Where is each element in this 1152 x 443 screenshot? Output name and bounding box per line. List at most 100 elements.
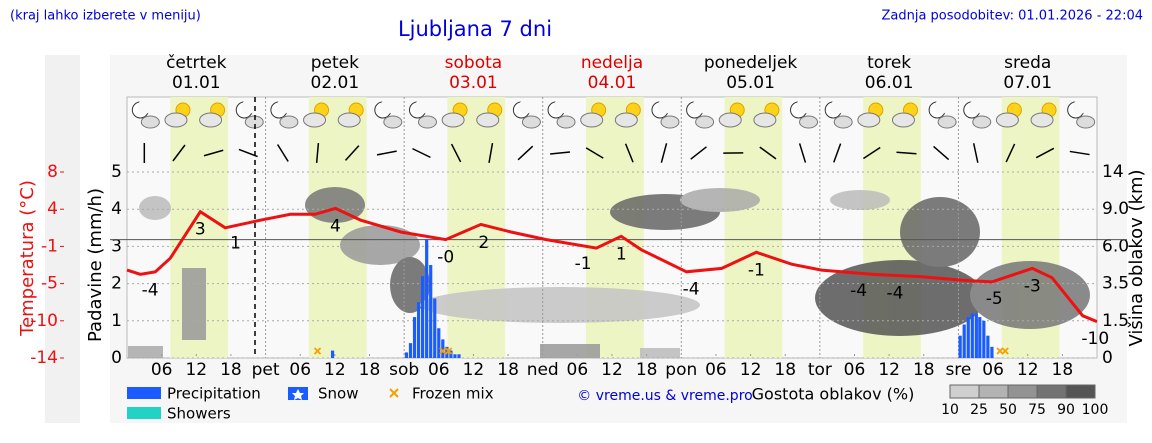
left-panel: [45, 55, 80, 423]
y-tick-label: 3: [111, 236, 122, 256]
update-time: Zadnja posodobitev: 01.01.2026 - 22:04: [881, 9, 1143, 24]
legend-swatch: [127, 407, 161, 419]
precipitation-bar: [412, 317, 417, 358]
day-date: 07.01: [1003, 73, 1052, 93]
x-tick-label: 18: [1052, 360, 1074, 380]
cloud-scale-label: 25: [970, 402, 988, 418]
legend-label: Frozen mix: [412, 385, 494, 403]
day-date: 02.01: [311, 73, 360, 93]
y2-tick-label: -14: [30, 348, 58, 368]
daylight-bands: [170, 97, 1060, 358]
y-tick-label: 5: [111, 162, 122, 182]
weather-icons: [131, 100, 1096, 129]
day-name: nedelja: [581, 53, 643, 73]
location-note: (kraj lahko izberete v meniju): [10, 9, 201, 24]
temperature-label: 4: [330, 216, 341, 236]
y2-tick-label: 8: [47, 162, 58, 182]
x-tick-label: ned: [527, 360, 559, 380]
cloud-legend-title: Gostota oblakov (%): [752, 385, 915, 404]
x-tick-label: 12: [878, 360, 900, 380]
legend-swatch: [127, 387, 161, 399]
x-tick-label: 06: [428, 360, 450, 380]
temperature-label: -4: [886, 283, 903, 303]
y-tick-label: 2: [111, 274, 122, 294]
cloud-scale-box: [1036, 384, 1067, 399]
x-tick-label: 06: [289, 360, 311, 380]
x-tick-label: 12: [185, 360, 207, 380]
precipitation-bar: [437, 328, 441, 358]
x-tick-label: 18: [359, 360, 381, 380]
temperature-label: -3: [1024, 276, 1041, 296]
y-axis-label: Padavine (mm/h): [85, 188, 106, 342]
y3-tick-label: 14: [1102, 162, 1124, 182]
day-name: torek: [867, 53, 911, 73]
precipitation-bar: [974, 313, 978, 358]
legend-label: Precipitation: [167, 385, 261, 403]
x-tick-label: 06: [844, 360, 866, 380]
cloud-scale-label: 50: [999, 402, 1017, 418]
cloud-scale-label: 90: [1057, 402, 1075, 418]
x-tick-label: 18: [220, 360, 242, 380]
precipitation-bar: [958, 335, 962, 358]
y3-tick-label: 6.0: [1102, 236, 1129, 256]
precipitation-bar: [408, 343, 413, 358]
x-tick-label: 18: [497, 360, 519, 380]
day-name: ponedeljek: [704, 53, 798, 73]
precipitation-bar: [404, 352, 409, 358]
x-tick-label: 12: [740, 360, 762, 380]
x-tick-label: 12: [1017, 360, 1039, 380]
precipitation-bar: [433, 298, 437, 358]
legend-label: Showers: [167, 405, 231, 423]
cloud-scale-box: [949, 384, 980, 399]
day-date: 06.01: [865, 73, 914, 93]
x-tick-label: 06: [705, 360, 727, 380]
legend-label: Snow: [318, 385, 358, 403]
x-tick-label: 12: [463, 360, 485, 380]
y-tick-label: 1: [111, 311, 122, 331]
y3-tick-label: 3.5: [1102, 274, 1129, 294]
temperature-label: 3: [195, 220, 206, 240]
temperature-label: 1: [230, 234, 241, 254]
x-tick-label: sob: [389, 360, 419, 380]
day-date: 04.01: [588, 73, 637, 93]
x-tick-label: pet: [252, 360, 280, 380]
precipitation-bar: [421, 276, 425, 358]
y-tick-label: 4: [111, 199, 122, 219]
frozen-mix-marker: [439, 347, 447, 355]
y2-tick-label: -1: [41, 236, 58, 256]
x-tick-label: 06: [982, 360, 1004, 380]
page-title: Ljubljana 7 dni: [398, 17, 552, 41]
frozen-mix-marker: [444, 347, 453, 355]
precipitation-bar: [970, 313, 974, 358]
y2-tick-label: -10: [30, 311, 58, 331]
precipitation-bar: [416, 302, 421, 358]
precipitation-bar: [441, 339, 445, 358]
x-tick-label: 18: [636, 360, 658, 380]
temperature-label: -4: [683, 279, 700, 299]
day-date: 01.01: [172, 73, 221, 93]
temperature-label: -1: [748, 260, 765, 280]
x-tick-label: sre: [945, 360, 971, 380]
x-tick-label: 06: [151, 360, 173, 380]
x-tick-label: 12: [324, 360, 346, 380]
y3-axis-label: Višina oblakov (km): [1126, 169, 1147, 346]
cloud-scale-box: [1007, 384, 1038, 399]
legend-star: [292, 389, 304, 400]
x-tick-label: 18: [913, 360, 935, 380]
x-tick-label: pon: [665, 360, 697, 380]
precipitation-bar: [986, 335, 990, 358]
cloud-scale-label: 10: [941, 402, 959, 418]
precipitation-bar: [966, 317, 970, 358]
precipitation-bar: [978, 317, 982, 358]
day-date: 05.01: [726, 73, 775, 93]
temperature-label: -4: [850, 281, 867, 301]
temperature-label: 2: [478, 233, 489, 253]
precipitation-bar: [457, 354, 461, 358]
x-tick-label: tor: [808, 360, 832, 380]
y-tick-label: 0: [111, 348, 122, 368]
wind-barbs: [143, 142, 1090, 164]
y3-tick-label: 1.5: [1102, 311, 1129, 331]
day-date: 03.01: [449, 73, 498, 93]
precipitation-bar: [330, 350, 335, 358]
y2-axis-label: Temperatura (°C): [17, 180, 38, 337]
